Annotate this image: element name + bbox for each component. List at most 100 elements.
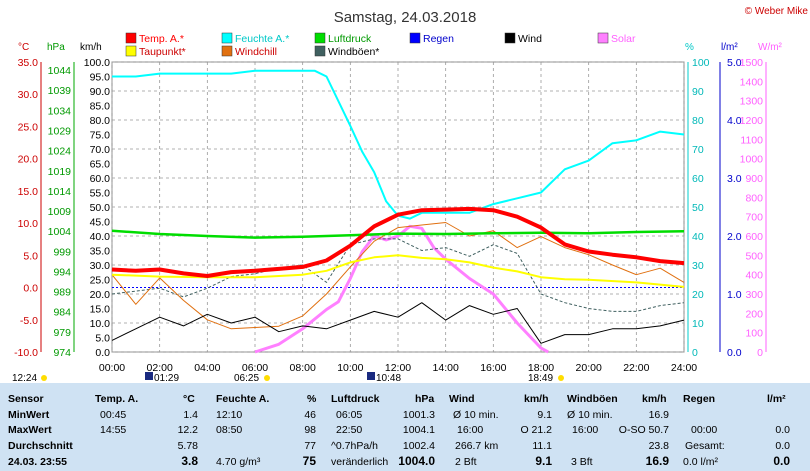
temp-min-time: 00:45 — [100, 409, 127, 421]
legend-swatch — [125, 45, 137, 57]
tick-label-speed: 40.0 — [90, 231, 111, 243]
tick-label-speed: 45.0 — [90, 217, 111, 229]
tick-label-x: 02:00 — [147, 362, 173, 374]
axis-unit-humidity: % — [685, 42, 694, 53]
tick-label-speed: 10.0 — [90, 318, 111, 330]
tick-label-rain: 1.0 — [727, 289, 742, 301]
axis-unit-speed: km/h — [80, 42, 102, 53]
hum-min-time: 12:10 — [216, 409, 243, 421]
tick-label-humidity: 0 — [692, 347, 698, 359]
tick-label-x: 24:00 — [671, 362, 697, 374]
tick-label-pressure: 1009 — [48, 206, 72, 218]
tick-label-pressure: 1019 — [48, 166, 72, 178]
tick-label-x: 06:00 — [242, 362, 268, 374]
tick-label-speed: 95.0 — [90, 72, 111, 84]
legend-label: Windböen* — [328, 46, 379, 58]
tick-label-pressure: 994 — [53, 266, 71, 278]
chart-grid — [111, 61, 685, 353]
temp-avg: 5.78 — [177, 440, 198, 452]
tick-label-speed: 85.0 — [90, 101, 111, 113]
legend-swatch — [314, 45, 326, 57]
row-label-max: MaxWert — [8, 424, 52, 436]
hum-current: 75 — [302, 454, 316, 468]
tick-label-temp: 10.0 — [18, 218, 39, 230]
tick-label-speed: 30.0 — [90, 260, 111, 272]
axis-unit-temp: °C — [18, 42, 29, 53]
legend-swatch — [221, 45, 233, 57]
series-wind — [111, 302, 685, 344]
tick-label-rain: 2.0 — [727, 231, 742, 243]
tick-label-x: 08:00 — [290, 362, 316, 374]
tick-label-temp: 5.0 — [23, 250, 38, 262]
axis-unit-pressure: hPa — [47, 42, 65, 53]
legend-label: Luftdruck — [328, 33, 372, 45]
temp-max-time: 14:55 — [100, 424, 127, 436]
tick-label-solar: 900 — [745, 173, 763, 185]
legend-label: Feuchte A.* — [235, 33, 289, 45]
tick-label-speed: 100.0 — [84, 57, 110, 69]
tick-label-solar: 500 — [745, 250, 763, 262]
axis-unit-rain: l/m² — [721, 42, 738, 53]
press-max: 1004.1 — [402, 424, 435, 436]
time-left-label: 12:24 — [12, 373, 37, 383]
tick-label-pressure: 1029 — [48, 125, 72, 137]
header-rain: Regen — [683, 393, 716, 405]
header-rain-unit: l/m² — [767, 393, 786, 405]
tick-label-humidity: 90 — [692, 86, 704, 98]
rain-today: 0.0 l/m² — [683, 456, 719, 468]
legend-swatch — [504, 32, 516, 44]
series-luftdruck — [111, 229, 685, 239]
temp-max: 12.2 — [177, 424, 198, 436]
tick-label-solar: 1200 — [740, 115, 764, 127]
tick-label-pressure: 974 — [53, 347, 71, 359]
wind-max: O 21.2 — [520, 424, 552, 436]
tick-label-solar: 1300 — [740, 96, 764, 108]
tick-label-x: 04:00 — [194, 362, 220, 374]
chart-series — [111, 69, 685, 354]
gust-max-time: 16:00 — [572, 424, 599, 436]
press-min-time: 06:05 — [336, 409, 363, 421]
rain-time: 00:00 — [691, 424, 718, 436]
tick-label-x: 18:00 — [528, 362, 554, 374]
rain-current: 0.0 — [773, 454, 790, 468]
wind-max-time: 16:00 — [457, 424, 484, 436]
legend-swatch — [125, 32, 137, 44]
wind-avg: 11.1 — [532, 440, 552, 452]
header-gust: Windböen — [567, 393, 618, 405]
header-pressure-unit: hPa — [415, 393, 435, 405]
temp-current: 3.8 — [181, 454, 198, 468]
hum-max: 98 — [304, 424, 316, 436]
tick-label-solar: 600 — [745, 231, 763, 243]
tick-label-pressure: 989 — [53, 287, 71, 299]
series-solar — [254, 224, 549, 354]
tick-label-x: 12:00 — [385, 362, 411, 374]
tick-label-rain: 5.0 — [727, 57, 742, 69]
weather-chart: °C hPa km/h% l/m² W/m² 35.0 30.0 25.0 20.0 15.0 10… — [12, 6, 808, 383]
tick-label-solar: 1500 — [740, 57, 764, 69]
tick-label-humidity: 100 — [692, 57, 710, 69]
tick-label-solar: 700 — [745, 212, 763, 224]
tick-label-x: 20:00 — [576, 362, 602, 374]
sun-icon — [41, 375, 47, 381]
moonset-label: 10:48 — [376, 373, 401, 383]
press-max-time: 22:50 — [336, 424, 363, 436]
hum-max-time: 08:50 — [216, 424, 243, 436]
tick-label-x: 00:00 — [99, 362, 125, 374]
tick-label-speed: 5.0 — [95, 333, 110, 345]
tick-label-temp: 25.0 — [18, 121, 39, 133]
tick-label-pressure: 1014 — [48, 186, 72, 198]
rain-last: 0.0 — [775, 424, 790, 436]
chart-axes: °C hPa km/h% l/m² W/m² 35.0 30.0 25.0 20.0 15.0 10… — [14, 42, 782, 374]
tick-label-pressure: 984 — [53, 307, 71, 319]
tick-label-x: 10:00 — [337, 362, 363, 374]
sunrise-label: 06:25 — [234, 373, 259, 383]
tick-label-solar: 200 — [745, 308, 763, 320]
tick-label-solar: 1400 — [740, 76, 764, 88]
wind-avg10-label: Ø 10 min. — [453, 409, 499, 421]
tick-label-temp: 20.0 — [18, 154, 39, 166]
tick-label-solar: 0 — [757, 347, 763, 359]
series-temp-a — [111, 206, 685, 278]
series-windchill — [111, 222, 685, 330]
tick-label-speed: 20.0 — [90, 289, 111, 301]
header-gust-unit: km/h — [642, 393, 667, 405]
